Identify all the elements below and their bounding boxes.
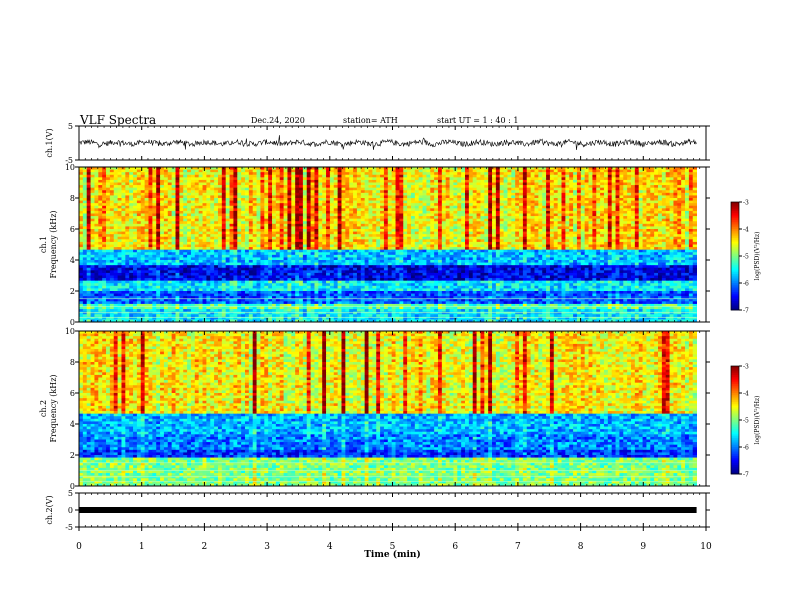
ch2-spectrogram-ylabel-channel: ch.2 [39,400,48,417]
ch2-waveform-ytick-tick-label: 5 [68,489,73,498]
date-label: Dec.24, 2020 [251,116,305,125]
ch2-spectrogram-ytick-label: 4 [70,420,75,429]
ch1-spectrogram-ytick-label: 2 [70,287,75,296]
ch1-spectrogram-ylabel: Frequency (kHz) [49,210,58,278]
ch1-spectrogram-colorbar-label: log(PSD)(V²/Hz) [754,232,761,281]
ch1-spectrogram-ytick-label: 8 [70,194,75,203]
ch1-spectrogram-colorbar [731,202,739,311]
ch2-spectrogram-colorbar-tick-label: -3 [743,364,749,371]
ch2-spectrogram-ytick-label: 2 [70,451,75,460]
ch2-spectrogram-ytick-label: 0 [70,482,75,491]
ch2-spectrogram-ytick-label: 6 [70,389,75,398]
xaxis-tick-label: 5 [390,542,396,552]
xaxis-tick-label: 2 [202,542,208,552]
ch1-spectrogram-colorbar-tick-label: -5 [743,254,749,261]
xaxis-tick-label: 10 [700,542,712,552]
ch1-spectrogram-colorbar-tick-label: -7 [743,308,749,315]
ch1-waveform-ytick-tick-label: 5 [68,122,73,131]
ch2-spectrogram-colorbar-tick-label: -4 [743,391,749,398]
xaxis-tick-label: 6 [452,542,458,552]
ch1-spectrogram-ylabel-channel: ch.1 [39,236,48,253]
ch2-spectrogram-colorbar-tick-label: -7 [743,472,749,479]
ch2-spectrogram-colorbar-tick-label: -5 [743,418,749,425]
ch1-spectrogram-ytick-label: 4 [70,256,75,265]
ch2-spectrogram-ylabel: Frequency (kHz) [49,374,58,442]
xaxis-tick-label: 1 [139,542,145,552]
ch1-spectrogram-colorbar-tick-label: -4 [743,227,749,234]
ch1-spectrogram-ytick-label: 0 [70,318,75,327]
ch1-waveform-ylabel: ch.1(V) [45,128,54,157]
xaxis-tick-label: 9 [640,542,646,552]
ch2-spectrogram-ytick-label: 8 [70,358,75,367]
station-label: station= ATH [343,116,398,125]
ch1-waveform-ytick-tick-label: -5 [65,156,73,165]
ch2-spectrogram-colorbar [731,366,739,475]
xaxis-tick-label: 8 [578,542,584,552]
ch2-spectrogram-ytick-label: 10 [65,327,75,336]
start-time-label: start UT = 1 : 40 : 1 [437,116,518,125]
xaxis-label: Time (min) [364,549,421,560]
xaxis-tick-label: 7 [515,542,521,552]
ch2-spectrogram-colorbar-label: log(PSD)(V²/Hz) [754,396,761,445]
ch2-waveform-ytick-tick-label: 0 [68,506,73,515]
ch2-waveform-ytick-tick-label: -5 [65,523,73,532]
ch2-waveform-ylabel: ch.2(V) [45,495,54,524]
ch1-spectrogram-heatmap [79,167,697,323]
ch1-spectrogram-ytick-label: 6 [70,225,75,234]
ch1-spectrogram-colorbar-tick-label: -6 [743,281,749,288]
ch2-waveform-series [79,507,697,513]
ch1-spectrogram-colorbar-tick-label: -3 [743,200,749,207]
xaxis-tick-label: 3 [264,542,270,552]
ch1-spectrogram-ytick-label: 10 [65,163,75,172]
xaxis-tick-label: 0 [76,542,82,552]
chart-title: VLF Spectra [80,113,156,127]
ch1-waveform-series [78,135,697,151]
ch2-spectrogram-colorbar-tick-label: -6 [743,445,749,452]
xaxis-tick-label: 4 [327,542,333,552]
ch2-spectrogram-heatmap [79,331,697,487]
